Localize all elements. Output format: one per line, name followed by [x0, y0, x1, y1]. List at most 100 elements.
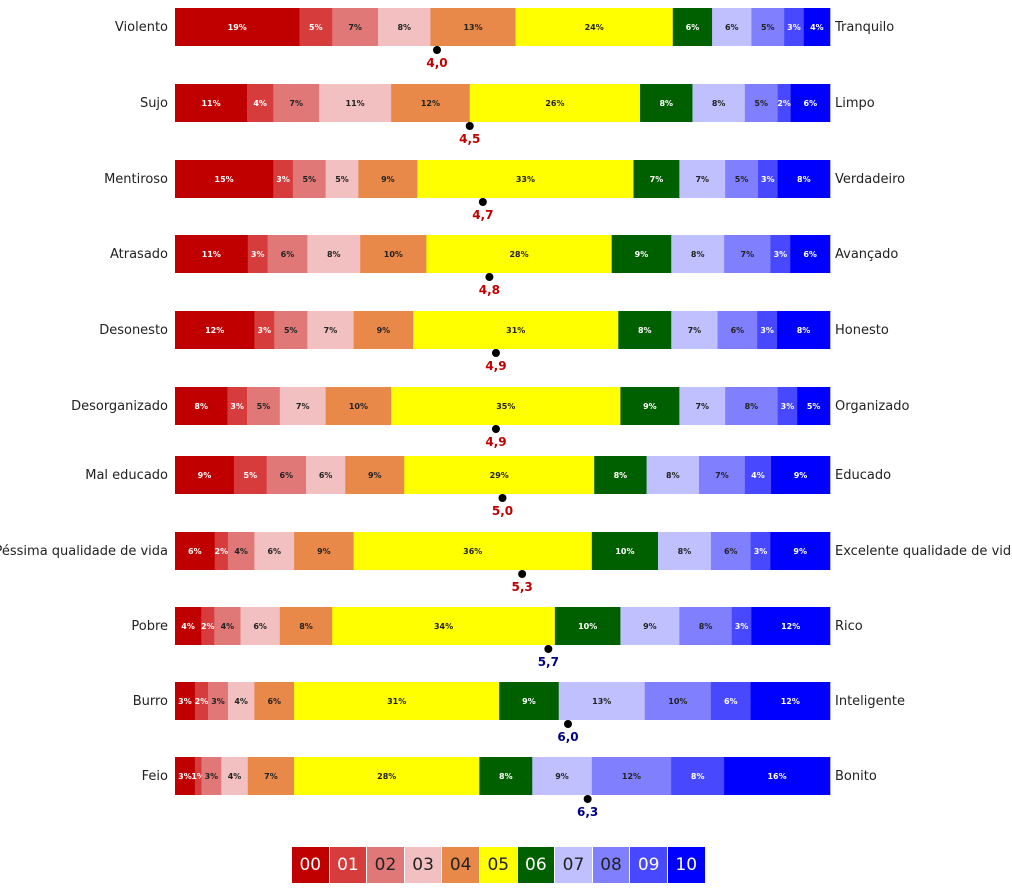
bar-segment-10 [790, 84, 831, 122]
segment-value-label: 7% [348, 23, 362, 32]
bar-segment-05 [332, 607, 556, 645]
legend-item-02: 02 [367, 847, 405, 883]
bar-segment-01 [201, 607, 215, 645]
bar-segment-10 [771, 456, 831, 494]
segment-value-label: 5% [309, 23, 323, 32]
bar-segment-08 [724, 235, 771, 273]
segment-value-label: 10% [578, 622, 597, 631]
bar-segment-06 [620, 387, 680, 425]
right-pole-label: Limpo [835, 96, 875, 111]
segment-value-label: 6% [267, 547, 281, 556]
bar-segment-04 [325, 387, 392, 425]
segment-value-label: 24% [585, 23, 604, 32]
bar-segment-05 [417, 160, 634, 198]
bar-segment-09 [777, 84, 791, 122]
left-pole-label: Sujo [140, 96, 168, 111]
segment-value-label: 4% [253, 99, 267, 108]
segment-value-label: 2% [777, 99, 791, 108]
bar-segment-02 [266, 456, 307, 494]
segment-value-label: 3% [276, 175, 290, 184]
segment-value-label: 4% [810, 23, 824, 32]
bar-segment-09 [757, 311, 778, 349]
bar-segment-09 [750, 532, 771, 570]
bar-segment-00 [175, 311, 255, 349]
bar-segment-06 [554, 607, 621, 645]
bar-segment-04 [391, 84, 471, 122]
bar-segment-02 [208, 682, 229, 720]
segment-value-label: 28% [377, 772, 396, 781]
bar-segment-10 [797, 387, 831, 425]
segment-value-label: 8% [797, 175, 811, 184]
bar-segment-07 [671, 311, 718, 349]
segment-value-label: 8% [699, 622, 713, 631]
bar-segment-02 [214, 607, 241, 645]
segment-value-label: 11% [201, 99, 220, 108]
segment-value-label: 3% [781, 402, 795, 411]
segment-value-label: 5% [257, 402, 271, 411]
bar-segment-10 [750, 682, 831, 720]
segment-value-label: 3% [761, 175, 775, 184]
bar-segment-03 [240, 607, 281, 645]
bar-row: Desorganizado Organizado 8% 3% 5% 7% 10% 35% 9% 7… [71, 387, 909, 449]
bar-segment-02 [247, 387, 281, 425]
segment-value-label: 3% [760, 326, 774, 335]
segment-value-label: 7% [296, 402, 310, 411]
bar-segment-04 [360, 235, 427, 273]
bar-segment-02 [201, 757, 222, 795]
bar-segment-09 [671, 757, 725, 795]
segment-value-label: 7% [695, 402, 709, 411]
right-pole-label: Excelente qualidade de vida [835, 544, 1012, 559]
segment-value-label: 6% [267, 697, 281, 706]
segment-value-label: 5% [335, 175, 349, 184]
legend-item-03: 03 [404, 847, 443, 883]
segment-value-label: 6% [686, 23, 700, 32]
semantic-differential-chart: Violento Tranquilo 19% 5% 7% 8% 13% 24% 6% 6% 5% 3%… [0, 8, 1012, 819]
mean-marker [485, 273, 494, 281]
bar-segment-03 [307, 311, 354, 349]
bar-segment-09 [770, 235, 791, 273]
segment-value-label: 5% [244, 471, 258, 480]
segment-value-label: 6% [804, 99, 818, 108]
segment-value-label: 5% [302, 175, 316, 184]
bar-segment-01 [247, 235, 268, 273]
bar-segment-07 [679, 387, 726, 425]
right-pole-label: Bonito [835, 769, 877, 784]
mean-value-label: 4,9 [485, 435, 506, 449]
segment-value-label: 5% [735, 175, 749, 184]
bar-segment-03 [227, 682, 255, 720]
left-pole-label: Péssima qualidade de vida [0, 544, 168, 559]
bar-segment-00 [175, 84, 248, 122]
bar-segment-10 [803, 8, 831, 46]
bar-segment-08 [699, 456, 746, 494]
mean-value-label: 6,3 [577, 805, 598, 819]
bar-segment-01 [214, 532, 229, 570]
segment-value-label: 12% [781, 697, 800, 706]
bar-segment-08 [717, 311, 758, 349]
bar-row: Mal educado Educado 9% 5% 6% 6% 9% 29% 8% 8% 7% 4% 9… [85, 456, 891, 518]
bar-segment-03 [254, 532, 295, 570]
right-pole-label: Honesto [835, 323, 889, 338]
segment-value-label: 6% [731, 326, 745, 335]
bar-segment-01 [247, 84, 274, 122]
segment-value-label: 31% [506, 326, 525, 335]
bar-segment-02 [292, 160, 326, 198]
segment-value-label: 8% [397, 23, 411, 32]
segment-value-label: 8% [691, 250, 705, 259]
right-pole-label: Verdadeiro [835, 172, 905, 187]
mean-value-label: 4,7 [472, 208, 493, 222]
segment-value-label: 2% [195, 697, 209, 706]
bar-segment-07 [620, 607, 680, 645]
segment-value-label: 3% [211, 697, 225, 706]
bar-segment-00 [175, 235, 249, 273]
bar-segment-00 [175, 387, 228, 425]
bar-segment-01 [254, 311, 275, 349]
mean-value-label: 6,0 [557, 730, 578, 744]
bar-segment-06 [594, 456, 647, 494]
bar-segment-03 [306, 456, 346, 494]
right-pole-label: Rico [835, 619, 863, 634]
right-pole-label: Tranquilo [834, 20, 894, 35]
segment-value-label: 6% [253, 622, 267, 631]
bar-segment-03 [319, 84, 392, 122]
mean-marker [491, 349, 500, 357]
right-pole-label: Educado [835, 468, 891, 483]
